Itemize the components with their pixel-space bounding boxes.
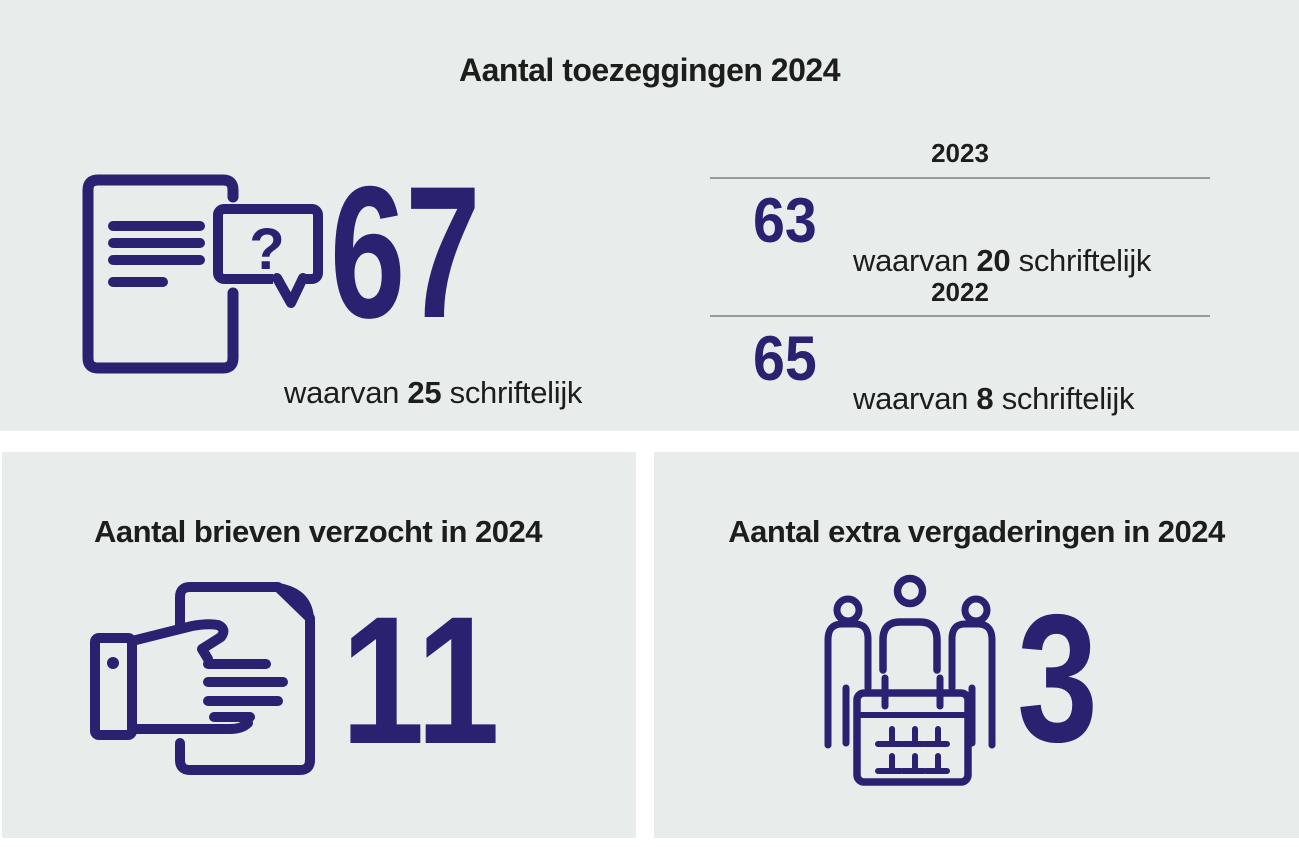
divider-2022 <box>710 315 1210 317</box>
question-mark-glyph: ? <box>249 217 284 282</box>
toezeggingen-2024-caption: waarvan 25 schriftelijk <box>284 377 582 408</box>
panel-toezeggingen-title: Aantal toezeggingen 2024 <box>459 52 840 88</box>
caption-number: 20 <box>976 243 1011 278</box>
caption-prefix: waarvan <box>853 381 969 416</box>
history-year-2023: 2023 <box>931 138 989 168</box>
vergaderingen-2024-value: 3 <box>1017 576 1098 780</box>
caption-suffix: schriftelijk <box>449 375 583 410</box>
toezeggingen-2023-caption: waarvan 20 schriftelijk <box>853 245 1151 276</box>
sleeve-button <box>107 657 119 669</box>
people-calendar-icon <box>824 574 996 786</box>
toezeggingen-2022-value: 65 <box>753 324 817 394</box>
caption-number: 8 <box>976 381 994 416</box>
caption-prefix: waarvan <box>284 375 400 410</box>
history-year-2022: 2022 <box>931 277 989 307</box>
document-question-icon: ? <box>82 174 323 374</box>
toezeggingen-2022-caption: waarvan 8 schriftelijk <box>853 383 1134 414</box>
toezeggingen-2024-value: 67 <box>330 147 481 357</box>
toezeggingen-2023-value: 63 <box>753 186 817 256</box>
divider-2023 <box>710 177 1210 179</box>
caption-number: 25 <box>407 375 442 410</box>
panel-brieven-title: Aantal brieven verzocht in 2024 <box>94 514 542 549</box>
panel-vergaderingen-title: Aantal extra vergaderingen in 2024 <box>728 514 1225 549</box>
brieven-2024-value: 11 <box>341 578 500 782</box>
caption-prefix: waarvan <box>853 243 969 278</box>
caption-suffix: schriftelijk <box>1018 243 1152 278</box>
hand-document-icon <box>90 582 315 775</box>
caption-suffix: schriftelijk <box>1001 381 1135 416</box>
